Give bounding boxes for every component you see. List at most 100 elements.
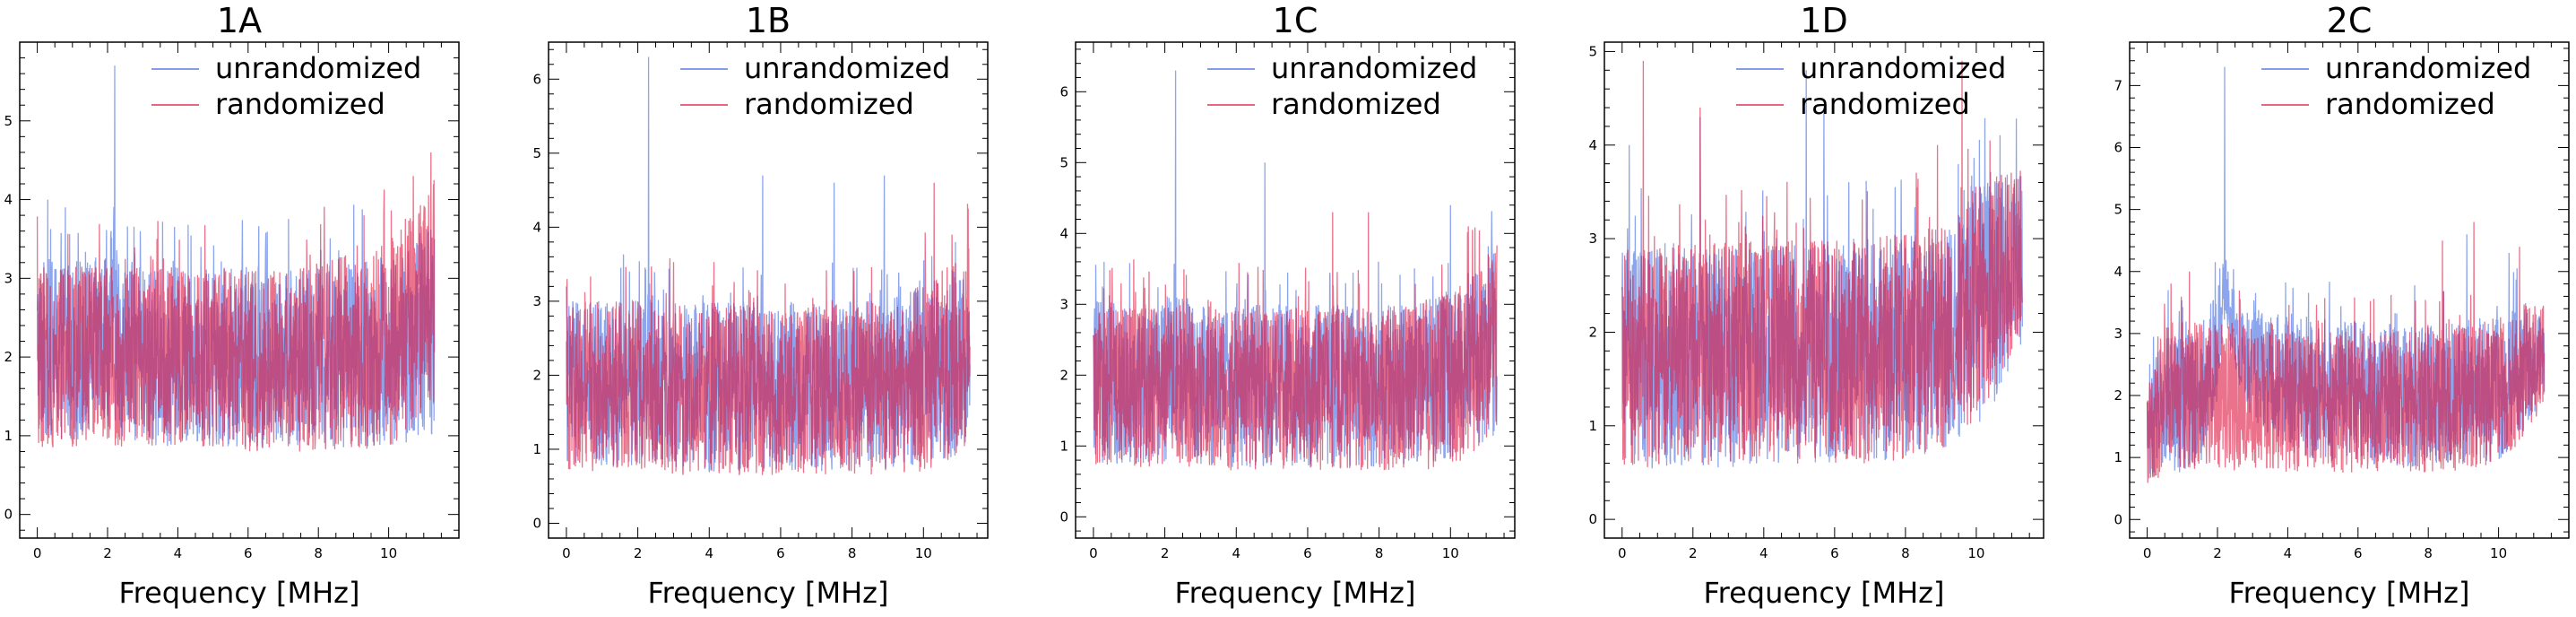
x-tick-label: 6: [776, 545, 785, 561]
series-line-randomized: [1621, 60, 2023, 467]
x-tick-label: 6: [2354, 545, 2363, 561]
y-tick-label: 4: [2114, 264, 2122, 280]
y-tick-label: 0: [532, 515, 541, 531]
y-tick-label: 3: [1059, 296, 1068, 312]
legend-label-unrandomized: unrandomized: [215, 51, 421, 85]
y-tick-label: 1: [4, 428, 13, 444]
y-tick-label: 0: [1059, 508, 1068, 525]
plot-frame: [1604, 41, 2044, 539]
chart-title: 1B: [746, 1, 791, 40]
y-tick-label: 2: [4, 349, 13, 365]
y-tick-label: 6: [1059, 83, 1068, 100]
legend-label-randomized: randomized: [744, 87, 914, 121]
x-tick-label: 0: [2143, 545, 2152, 561]
chart-panel-1a: 0 2 4 6 8 10 0 1 2 3 4 5 1A Frequency [MHz] unrandomiz…: [4, 1, 460, 610]
y-tick-label: 5: [2114, 202, 2122, 218]
x-tick-label: 10: [2490, 545, 2507, 561]
legend-label-randomized: randomized: [2325, 87, 2495, 121]
y-tick-label: 4: [1588, 137, 1597, 153]
y-tick-label: 4: [4, 192, 13, 208]
y-tick-label: 4: [532, 219, 541, 235]
y-tick-label: 0: [4, 507, 13, 523]
y-tick-label: 5: [1059, 154, 1068, 170]
y-tick-label: 3: [4, 270, 13, 286]
series-line-randomized: [2146, 222, 2546, 483]
y-tick-label: 1: [1059, 438, 1068, 454]
y-tick-label: 2: [1588, 324, 1597, 340]
x-tick-label: 10: [915, 545, 932, 561]
y-tick-label: 5: [4, 113, 13, 129]
series-line-randomized: [566, 182, 971, 475]
x-tick-label: 2: [1689, 545, 1698, 561]
y-tick-label: 3: [532, 293, 541, 309]
x-tick-label: 6: [244, 545, 253, 561]
y-tick-label: 2: [1059, 367, 1068, 383]
legend-label-randomized: randomized: [1271, 87, 1441, 121]
legend-label-randomized: randomized: [215, 87, 385, 121]
x-tick-label: 10: [1442, 545, 1459, 561]
x-tick-label: 8: [314, 545, 323, 561]
x-tick-label: 2: [634, 545, 643, 561]
plot-frame: [19, 41, 460, 539]
chart-title: 1C: [1273, 1, 1318, 40]
x-tick-label: 8: [1901, 545, 1910, 561]
x-tick-label: 8: [2424, 545, 2433, 561]
x-tick-label: 2: [103, 545, 112, 561]
y-tick-label: 0: [2114, 511, 2122, 527]
series-line-randomized: [36, 152, 436, 452]
x-tick-label: 10: [1967, 545, 1984, 561]
x-tick-label: 4: [2284, 545, 2293, 561]
chart-panel-2c: 0 2 4 6 8 10 0 1 2 3 4 5 6 7 2C Frequency [MHz] unrandom…: [2114, 1, 2570, 610]
x-tick-label: 4: [1232, 545, 1240, 561]
chart-title: 2C: [2327, 1, 2373, 40]
chart-panel-1b: 0 2 4 6 8 10 0 1 2 3 4 5 6 1B Frequency [MHz] unrandomi…: [532, 1, 989, 610]
legend-label-unrandomized: unrandomized: [2325, 51, 2531, 85]
y-tick-label: 2: [2114, 387, 2122, 404]
x-axis-label: Frequency [MHz]: [2229, 576, 2470, 610]
x-tick-label: 0: [33, 545, 42, 561]
x-axis-label: Frequency [MHz]: [1704, 576, 1945, 610]
x-tick-label: 8: [848, 545, 857, 561]
y-tick-label: 7: [2114, 77, 2122, 93]
plot-frame: [2129, 41, 2570, 539]
legend-label-randomized: randomized: [1800, 87, 1970, 121]
x-tick-label: 4: [705, 545, 713, 561]
y-tick-label: 6: [2114, 140, 2122, 156]
x-tick-label: 0: [562, 545, 571, 561]
chart-panel-1c: 0 2 4 6 8 10 0 1 2 3 4 5 6 1C Frequency [MHz] unrandomi…: [1059, 1, 1516, 610]
plot-frame: [548, 41, 989, 539]
x-tick-label: 4: [1759, 545, 1768, 561]
x-tick-label: 10: [380, 545, 397, 561]
series-line-randomized: [1093, 212, 1498, 471]
legend-label-unrandomized: unrandomized: [1800, 51, 2006, 85]
x-tick-label: 2: [2213, 545, 2222, 561]
x-tick-label: 8: [1375, 545, 1384, 561]
x-tick-label: 4: [174, 545, 183, 561]
x-tick-label: 6: [1830, 545, 1839, 561]
x-axis-label: Frequency [MHz]: [648, 576, 889, 610]
x-tick-label: 0: [1089, 545, 1098, 561]
x-tick-label: 2: [1161, 545, 1170, 561]
x-axis-label: Frequency [MHz]: [119, 576, 360, 610]
chart-panel-1d: 0 2 4 6 8 10 0 1 2 3 4 5 1D Frequency [MHz] unrandomiz…: [1588, 1, 2044, 610]
legend-label-unrandomized: unrandomized: [744, 51, 950, 85]
x-tick-label: 6: [1303, 545, 1312, 561]
y-tick-label: 2: [532, 367, 541, 383]
legend-label-unrandomized: unrandomized: [1271, 51, 1477, 85]
y-tick-label: 5: [1588, 43, 1597, 59]
y-tick-label: 0: [1588, 511, 1597, 527]
y-tick-label: 1: [1588, 418, 1597, 434]
chart-title: 1A: [217, 1, 262, 40]
y-tick-label: 5: [532, 145, 541, 161]
y-tick-label: 3: [2114, 326, 2122, 342]
x-tick-label: 0: [1618, 545, 1627, 561]
y-tick-label: 1: [2114, 449, 2122, 465]
y-tick-label: 4: [1059, 225, 1068, 241]
x-axis-label: Frequency [MHz]: [1175, 576, 1416, 610]
